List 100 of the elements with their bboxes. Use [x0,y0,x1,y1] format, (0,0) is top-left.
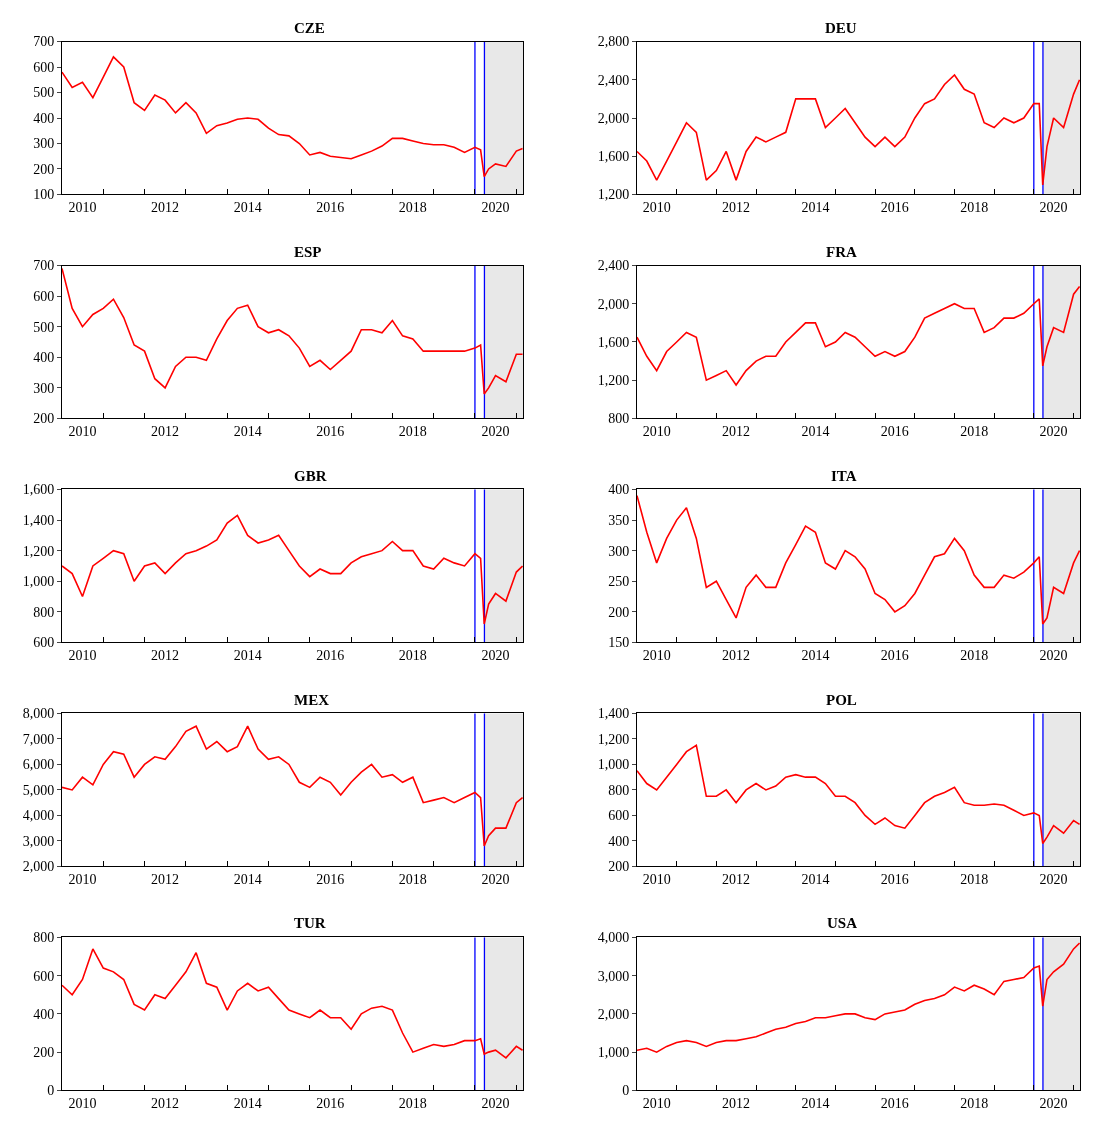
y-tick-label: 600 [33,59,55,75]
x-tick-label: 2018 [960,1096,989,1112]
line-series [62,725,523,847]
y-tick-label: 3,000 [597,968,630,984]
y-tick-label: 400 [608,482,630,498]
y-tick-label: 700 [33,258,55,274]
y-tick-label: 500 [33,319,55,335]
x-tick-label: 2018 [398,1096,427,1112]
x-tick-label: 2012 [722,648,751,664]
y-tick-label: 4,000 [597,930,630,946]
x-tick-label: 2010 [68,872,97,888]
y-tick-label: 500 [33,85,55,101]
y-tick-label: 600 [33,968,55,984]
y-tick-label: 1,000 [22,574,55,590]
x-tick-label: 2010 [68,200,97,216]
x-tick-label: 2016 [316,424,345,440]
x-tick-label: 2014 [801,1096,830,1112]
y-tick-label: 200 [33,411,55,427]
y-tick-label: 400 [33,350,55,366]
x-tick-label: 2014 [801,648,830,664]
y-tick-label: 600 [33,635,55,651]
y-tick-label: 600 [608,808,630,824]
y-tick-label: 700 [33,34,55,50]
x-tick-label: 2010 [68,424,97,440]
y-tick-label: 1,200 [597,373,630,389]
y-tick-label: 1,600 [597,149,630,165]
y-tick-label: 400 [33,110,55,126]
y-tick-label: 200 [33,1045,55,1061]
y-tick-label: 100 [33,187,55,203]
y-tick-label: 300 [33,380,55,396]
x-tick-label: 2020 [481,200,510,216]
x-tick-label: 2010 [642,1096,671,1112]
y-tick-label: 2,000 [597,1006,630,1022]
y-tick-label: 1,200 [597,731,630,747]
x-tick-label: 2012 [151,200,180,216]
x-tick-label: 2020 [481,1096,510,1112]
y-tick-label: 400 [608,833,630,849]
x-tick-label: 2014 [801,200,830,216]
x-tick-label: 2012 [151,424,180,440]
y-tick-label: 400 [33,1006,55,1022]
x-tick-label: 2020 [481,648,510,664]
x-tick-label: 2016 [880,200,909,216]
x-tick-label: 2016 [880,648,909,664]
x-tick-label: 2014 [233,648,262,664]
x-tick-label: 2010 [68,648,97,664]
y-tick-label: 2,000 [597,110,630,126]
y-tick-label: 2,400 [597,72,630,88]
y-tick-label: 600 [33,289,55,304]
line-series [637,942,1080,1053]
x-tick-label: 2012 [722,1096,751,1112]
line-series [62,267,523,395]
y-tick-label: 300 [33,136,55,152]
chart-title: POL [826,692,857,708]
y-tick-label: 1,000 [597,1045,630,1061]
y-tick-label: 5,000 [22,782,55,798]
y-tick-label: 1,000 [597,757,630,773]
y-tick-label: 4,000 [22,808,55,824]
x-tick-label: 2020 [1039,872,1068,888]
x-tick-label: 2020 [1039,424,1068,440]
chart-title: DEU [825,20,857,36]
x-tick-label: 2010 [642,424,671,440]
x-tick-label: 2018 [398,872,427,888]
chart-title: USA [827,915,858,931]
y-tick-label: 1,200 [597,187,630,203]
chart-title: GBR [294,468,327,484]
line-series [62,514,523,625]
y-tick-label: 200 [608,604,630,620]
x-tick-label: 2012 [722,200,751,216]
y-tick-label: 1,600 [597,334,630,350]
y-tick-label: 200 [608,859,630,875]
y-tick-label: 1,600 [22,482,55,498]
y-tick-label: 2,400 [597,258,630,274]
y-tick-label: 7,000 [22,731,55,747]
x-tick-label: 2012 [722,872,751,888]
x-tick-label: 2020 [481,872,510,888]
y-tick-label: 1,400 [22,512,55,528]
y-tick-label: 3,000 [22,833,55,849]
x-tick-label: 2016 [880,1096,909,1112]
y-tick-label: 800 [33,604,55,620]
x-tick-label: 2020 [1039,648,1068,664]
y-tick-label: 800 [33,930,55,946]
y-tick-label: 800 [608,411,630,427]
x-tick-label: 2018 [960,424,989,440]
y-tick-label: 8,000 [22,706,55,722]
chart-title: MEX [294,692,330,708]
x-tick-label: 2018 [398,424,427,440]
y-tick-label: 800 [608,782,630,798]
x-tick-label: 2016 [316,872,345,888]
y-tick-label: 1,200 [22,543,55,559]
y-tick-label: 2,000 [597,296,630,312]
line-series [637,744,1080,845]
line-series [637,494,1080,625]
y-tick-label: 350 [608,512,630,528]
y-tick-label: 1,400 [597,706,630,722]
x-tick-label: 2010 [68,1096,97,1112]
y-tick-label: 250 [608,574,630,590]
chart-title: ITA [831,468,857,484]
y-tick-label: 150 [608,635,630,651]
y-tick-label: 200 [33,161,55,177]
line-series [637,285,1080,386]
